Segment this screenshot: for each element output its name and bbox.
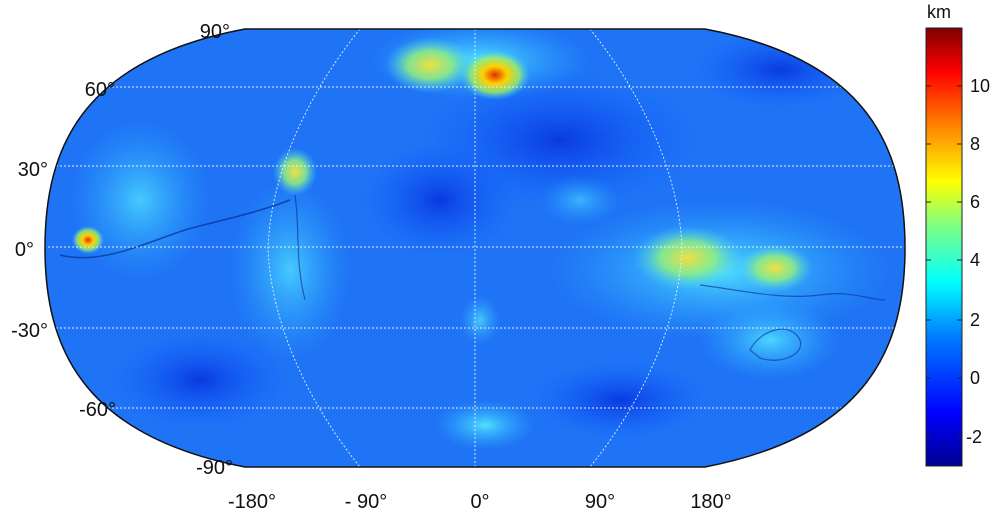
colorbar-tick-label: 8 [970,134,981,154]
colorbar-ticks [926,85,962,438]
colorbar-tick-label: 6 [970,192,981,212]
graticule [45,29,905,467]
map-outline [44,28,906,468]
lat-label-60: 60° [84,79,115,101]
colorbar-unit-label: km [927,2,951,22]
colorbar-tick-label: 10 [970,76,991,96]
lon-label-0: 0° [470,491,490,513]
lon-label-minus-180: -180° [227,491,277,513]
lat-label-0: 0° [14,239,34,261]
lon-label-minus-90: - 90° [344,491,388,513]
lat-label-90: 90° [199,21,230,43]
colorbar-tick-label: 2 [970,310,981,330]
colorbar [925,27,963,467]
lat-label-minus-90: -90° [196,457,233,479]
lat-label-30: 30° [17,159,48,181]
colorbar-tick-label: 0 [970,368,981,388]
colorbar-tick-label: -2 [966,427,983,447]
lat-label-minus-30: -30° [11,320,48,342]
meridian-90 [589,29,683,467]
meridian-minus-90 [267,29,361,467]
lon-label-180: 180° [690,491,732,513]
lat-label-minus-60: -60° [79,399,116,421]
lon-label-90: 90° [584,491,616,513]
colorbar-tick-label: 4 [970,250,981,270]
